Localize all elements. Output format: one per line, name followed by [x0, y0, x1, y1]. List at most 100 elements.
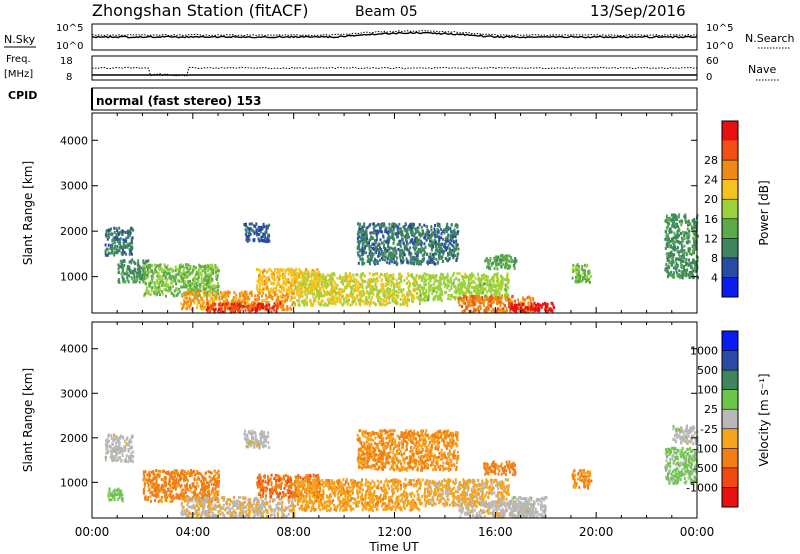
power-pixel	[447, 243, 450, 247]
power-pixel	[372, 222, 375, 226]
power-pixel	[382, 245, 385, 249]
power-pixel	[468, 301, 471, 305]
power-pixel	[195, 281, 198, 285]
power-pixel	[493, 267, 496, 271]
power-pixel	[213, 308, 215, 312]
power-pixel	[158, 264, 160, 268]
power-pixel	[418, 240, 421, 244]
power-pixel	[258, 233, 261, 236]
power-pixel	[150, 289, 153, 293]
power-pixel	[537, 307, 540, 311]
power-pixel	[578, 272, 581, 276]
power-pixel	[407, 274, 410, 277]
power-pixel	[137, 273, 140, 277]
power-pixel	[393, 287, 395, 291]
power-pixel	[106, 233, 109, 237]
power-pixel	[197, 280, 200, 284]
power-pixel	[351, 285, 353, 289]
power-pixel	[387, 255, 390, 259]
power-pixel	[372, 292, 375, 296]
power-pixel	[127, 235, 130, 239]
power-pixel	[284, 299, 287, 303]
power-pixel	[385, 299, 388, 303]
power-pixel	[368, 296, 371, 300]
power-pixel	[438, 242, 441, 246]
power-colorbar-swatch	[722, 199, 738, 219]
power-pixel	[378, 275, 381, 279]
power-pixel	[420, 278, 423, 282]
power-pixel	[282, 293, 284, 297]
power-pixel	[428, 230, 431, 234]
power-pixel	[383, 239, 386, 243]
power-pixel	[206, 301, 209, 305]
power-pixel	[414, 284, 417, 288]
power-pixel	[319, 288, 321, 292]
power-pixel	[187, 263, 190, 267]
power-pixel	[368, 258, 371, 262]
power-pixel	[349, 291, 352, 295]
power-pixel	[589, 275, 592, 278]
power-pixel	[399, 231, 402, 235]
power-pixel	[588, 271, 591, 275]
power-pixel	[239, 298, 242, 302]
power-pixel	[254, 225, 257, 229]
power-pixel	[208, 307, 211, 311]
power-pixel	[399, 276, 402, 280]
power-pixel	[176, 278, 179, 282]
power-pixel	[665, 233, 668, 236]
power-pixel	[671, 246, 674, 250]
power-pixel	[130, 239, 133, 243]
power-pixel	[477, 294, 480, 298]
power-pixel	[261, 301, 264, 304]
power-pixel	[198, 290, 201, 294]
power-pixel	[374, 247, 377, 251]
power-pixel	[166, 264, 169, 268]
power-pixel	[532, 304, 535, 308]
power-pixel	[395, 224, 398, 228]
power-pixel	[429, 275, 432, 279]
power-pixel	[200, 277, 203, 281]
power-pixel	[167, 283, 170, 287]
power-pixel	[404, 298, 407, 302]
power-pixel	[509, 256, 512, 259]
power-pixel	[668, 258, 671, 262]
power-pixel	[333, 295, 336, 299]
power-pixel	[329, 280, 332, 284]
power-pixel	[397, 276, 400, 280]
power-pixel	[370, 258, 373, 262]
power-pixel	[185, 296, 188, 300]
power-pixel	[392, 292, 395, 296]
power-pixel	[177, 268, 180, 272]
power-pixel	[403, 253, 406, 257]
power-pixel	[366, 302, 369, 306]
power-pixel	[298, 267, 301, 271]
power-pixel	[463, 309, 466, 313]
power-pixel	[518, 308, 521, 312]
power-pixel	[450, 242, 453, 246]
power-pixel	[683, 250, 686, 254]
power-pixel	[480, 278, 483, 282]
power-pixel	[374, 282, 377, 286]
power-pixel	[278, 299, 281, 303]
power-pixel	[666, 275, 669, 279]
power-pixel	[244, 308, 247, 312]
power-pixel	[469, 295, 472, 299]
power-pixel	[509, 309, 511, 313]
power-pixel	[188, 288, 191, 292]
power-pixel	[436, 222, 439, 226]
power-pixel	[261, 306, 264, 310]
power-pixel	[248, 309, 251, 313]
power-pixel	[543, 301, 546, 305]
power-colorbar-swatch	[722, 257, 738, 278]
power-pixel	[175, 282, 178, 286]
power-pixel	[263, 279, 266, 283]
power-pixel	[583, 269, 586, 272]
power-pixel	[446, 246, 449, 250]
power-pixel	[681, 238, 684, 242]
power-pixel	[461, 305, 464, 308]
power-pixel	[691, 269, 694, 273]
power-pixel	[212, 272, 215, 276]
power-pixel	[519, 301, 522, 305]
power-pixel	[276, 282, 279, 286]
power-pixel	[399, 251, 402, 255]
